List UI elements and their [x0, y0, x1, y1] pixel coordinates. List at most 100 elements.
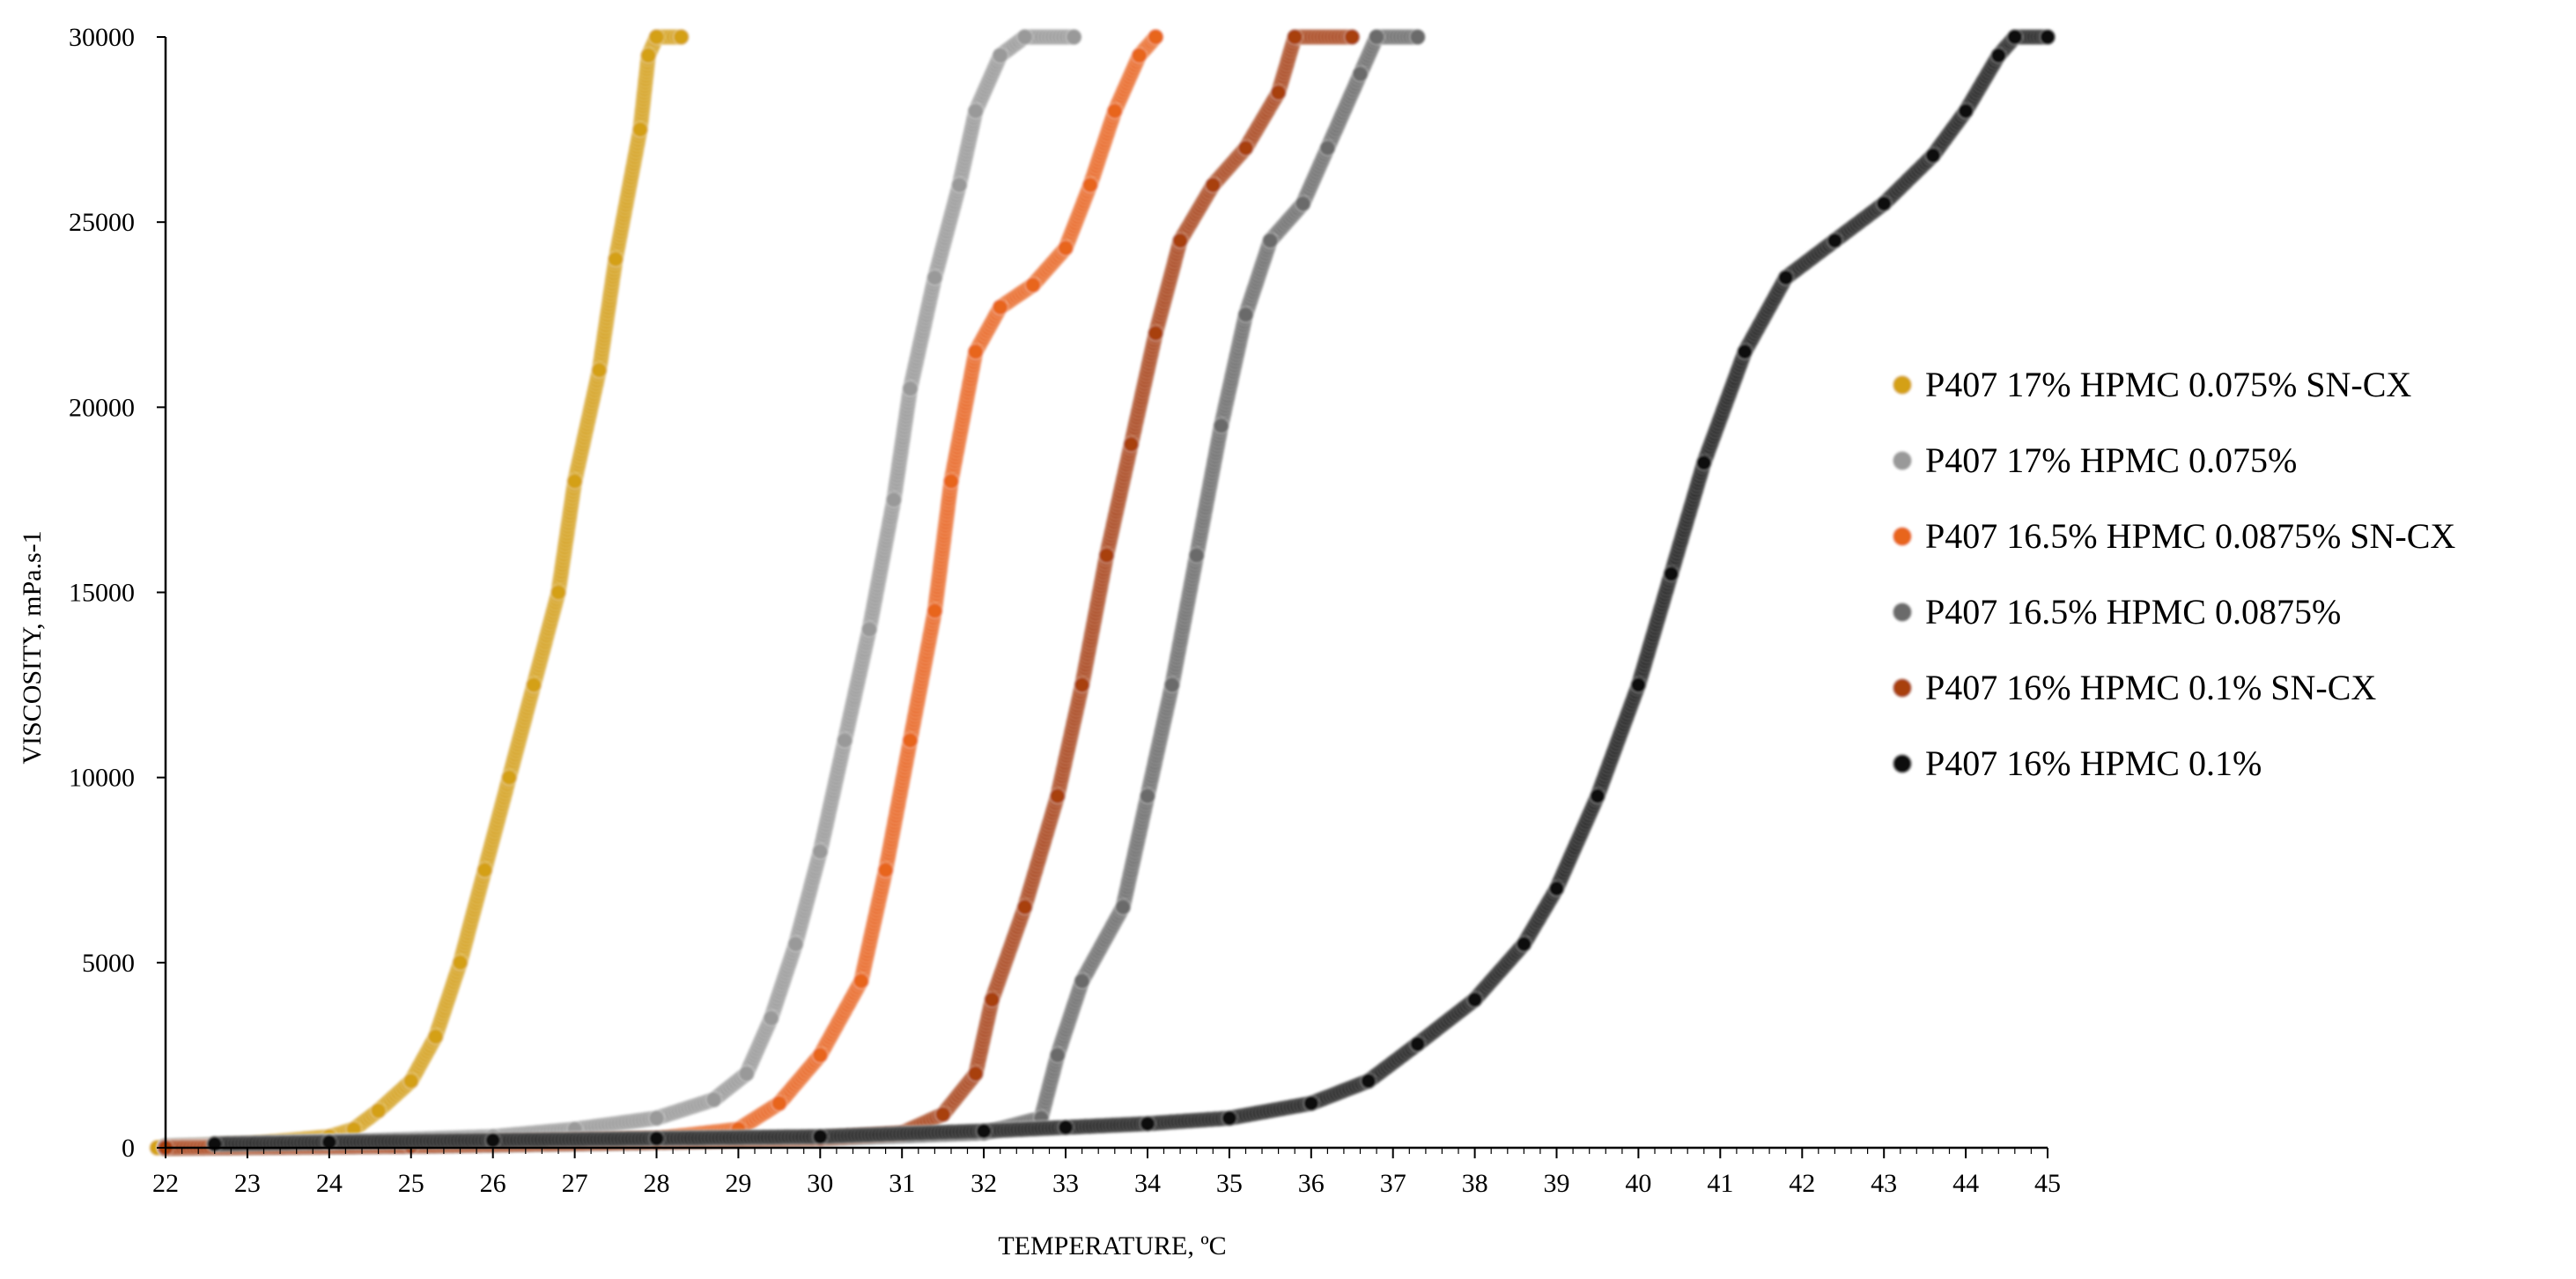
series-5-point-17 — [1236, 139, 1255, 157]
series-4-point-15 — [1261, 232, 1280, 249]
series-6-point-11 — [1360, 1072, 1377, 1090]
series-2-point-19 — [1015, 28, 1034, 46]
series-6-point-13 — [1465, 991, 1484, 1009]
legend-item: P407 16% HPMC 0.1% — [1892, 743, 2262, 783]
x-tick-label: 43 — [1871, 1169, 1897, 1198]
x-tick-label: 44 — [1952, 1169, 1979, 1198]
series-3-point-10 — [901, 731, 919, 750]
legend-marker — [1892, 526, 1913, 547]
series-4-point-8 — [1073, 972, 1091, 990]
series-4-point-18 — [1351, 65, 1369, 83]
series-layer — [148, 28, 2056, 1157]
x-tick-label: 29 — [725, 1169, 751, 1198]
series-1 — [148, 28, 690, 1157]
series-4-point-20 — [1408, 28, 1427, 46]
series-3-point-11 — [926, 602, 944, 620]
x-tick-label: 30 — [807, 1169, 833, 1198]
y-tick-label: 20000 — [69, 393, 135, 422]
series-3-point-15 — [1024, 276, 1042, 294]
series-4-point-10 — [1139, 787, 1156, 805]
series-3-point-7 — [811, 1046, 830, 1064]
series-5-point-7 — [967, 1065, 985, 1083]
series-5-point-19 — [1286, 28, 1303, 46]
series-1-point-5 — [369, 1102, 388, 1120]
series-1-point-10 — [500, 768, 518, 787]
series-5-point-9 — [1015, 898, 1034, 916]
x-tick-label: 32 — [971, 1169, 997, 1198]
y-tick-label: 10000 — [69, 764, 135, 793]
x-tick-label: 34 — [1134, 1169, 1161, 1198]
x-tick-label: 40 — [1625, 1169, 1651, 1198]
x-tick-label: 39 — [1544, 1169, 1570, 1198]
series-5 — [157, 28, 1361, 1157]
series-5-point-14 — [1147, 324, 1164, 343]
x-tick-label: 24 — [316, 1169, 343, 1198]
series-3-point-9 — [876, 861, 895, 879]
series-6-point-9 — [1221, 1109, 1238, 1127]
series-2-point-15 — [926, 269, 944, 286]
series-6-point-14 — [1515, 935, 1533, 953]
series-6-point-3 — [483, 1131, 502, 1150]
series-6-point-26 — [1989, 47, 2008, 64]
x-tick-label: 45 — [2034, 1169, 2061, 1198]
series-6-point-12 — [1408, 1035, 1427, 1054]
x-tick-label: 31 — [889, 1169, 915, 1198]
series-4 — [157, 28, 1427, 1157]
x-tick-label: 23 — [234, 1169, 261, 1198]
x-tick-label: 36 — [1298, 1169, 1325, 1198]
series-2-point-9 — [786, 935, 805, 953]
series-3-point-8 — [853, 972, 870, 990]
series-5-point-13 — [1122, 435, 1140, 454]
x-tick-label: 22 — [152, 1169, 179, 1198]
y-tick-label: 5000 — [82, 949, 135, 978]
series-6-point-10 — [1303, 1094, 1320, 1113]
series-2-point-18 — [991, 47, 1009, 64]
x-tick-label: 38 — [1462, 1169, 1488, 1198]
series-1-point-8 — [451, 954, 469, 972]
series-2-point-11 — [836, 731, 853, 750]
series-5-point-18 — [1269, 84, 1288, 101]
x-tick-label: 35 — [1216, 1169, 1243, 1198]
series-6-point-8 — [1139, 1114, 1156, 1133]
series-3-point-19 — [1130, 47, 1148, 64]
series-1-point-18 — [647, 28, 666, 46]
series-2-point-10 — [811, 842, 830, 861]
series-6-point-28 — [2039, 28, 2056, 46]
series-5-point-6 — [934, 1105, 952, 1123]
series-6-point-21 — [1776, 269, 1795, 286]
series-1-point-14 — [590, 361, 609, 380]
series-5-point-20 — [1343, 28, 1361, 46]
series-2-point-7 — [737, 1065, 756, 1083]
series-6-point-25 — [1957, 102, 1974, 120]
legend-label: P407 16% HPMC 0.1% — [1925, 743, 2262, 783]
legend-marker — [1892, 753, 1913, 774]
series-4-point-11 — [1163, 676, 1181, 694]
series-5-point-15 — [1171, 232, 1189, 249]
x-tick-label: 42 — [1789, 1169, 1815, 1198]
series-5-point-10 — [1049, 787, 1067, 805]
series-5-point-11 — [1073, 676, 1091, 694]
series-2-point-8 — [762, 1009, 780, 1027]
x-tick-label: 33 — [1052, 1169, 1079, 1198]
legend-marker — [1892, 450, 1913, 471]
y-tick-label: 0 — [122, 1134, 135, 1163]
legend-item: P407 16.5% HPMC 0.0875% SN-CX — [1892, 516, 2455, 556]
series-1-point-6 — [402, 1072, 420, 1090]
series-2-point-14 — [901, 380, 919, 398]
y-axis-title: VISCOSITY, mPa.s-1 — [18, 530, 47, 764]
x-tick-label: 28 — [643, 1169, 669, 1198]
series-2-point-16 — [950, 176, 969, 194]
series-3-point-17 — [1081, 176, 1099, 194]
legend-item: P407 16% HPMC 0.1% SN-CX — [1892, 668, 2376, 707]
series-6-point-4 — [647, 1129, 666, 1148]
legend-label: P407 16.5% HPMC 0.0875% — [1925, 592, 2341, 632]
legend-marker — [1892, 677, 1913, 699]
series-4-point-16 — [1294, 195, 1312, 212]
legend-item: P407 16.5% HPMC 0.0875% — [1892, 592, 2341, 632]
series-4-point-14 — [1236, 306, 1255, 324]
series-6-point-16 — [1589, 787, 1606, 805]
series-5-point-16 — [1204, 176, 1222, 194]
series-3-point-12 — [942, 472, 960, 491]
series-3 — [157, 28, 1164, 1157]
